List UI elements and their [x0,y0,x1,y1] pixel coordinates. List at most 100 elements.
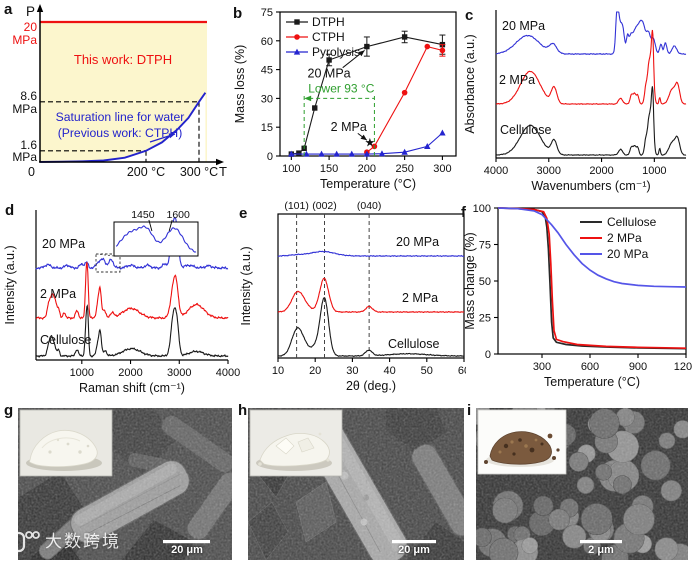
svg-text:(002): (002) [312,200,337,212]
svg-text:(101): (101) [284,200,309,212]
svg-text:8.6: 8.6 [20,89,37,103]
panel-b-mass-loss-chart: 100 150 200 250 300 0 15 30 45 60 75 Temperature (°… [233,7,457,191]
svg-text:200: 200 [358,163,376,175]
svg-text:MPa: MPa [12,102,37,116]
panel-c-ftir-chart: 4000 3000 2000 1000 Wavenumbers (cm⁻¹) Absorb… [463,10,687,193]
svg-text:1450: 1450 [131,209,155,221]
svg-text:75: 75 [479,240,491,252]
panel-label-c: c [465,7,474,24]
svg-text:25: 25 [479,313,491,325]
svg-text:300: 300 [433,163,451,175]
svg-text:1600: 1600 [167,209,191,221]
watermark-logo-icon [2,531,40,553]
svg-text:Temperature (°C): Temperature (°C) [320,177,416,191]
sem-image-h [248,408,464,560]
svg-text:75: 75 [261,7,273,19]
scale-bar-g [163,540,210,544]
svg-text:600: 600 [581,361,599,373]
svg-text:3000: 3000 [167,367,191,379]
panel-label-i: i [467,402,472,419]
svg-text:Intensity (a.u.): Intensity (a.u.) [3,245,17,324]
inset-photo-h [249,409,343,477]
svg-text:60: 60 [261,36,273,48]
svg-text:10: 10 [272,365,284,377]
scale-bar-i [580,540,622,544]
svg-text:20 MPa: 20 MPa [42,237,85,251]
panel-label-b: b [233,5,243,22]
svg-text:3000: 3000 [537,165,561,177]
svg-text:4000: 4000 [216,367,240,379]
svg-text:Pyrolysis: Pyrolysis [312,45,360,59]
svg-text:45: 45 [261,65,273,77]
svg-text:Raman shift (cm⁻¹): Raman shift (cm⁻¹) [79,381,185,395]
sem-image-i [476,408,688,560]
svg-text:0: 0 [267,151,273,163]
svg-text:1000: 1000 [70,367,94,379]
panel-label-f: f [461,204,466,221]
panel-label-h: h [238,402,248,419]
svg-text:20 MPa: 20 MPa [308,66,351,80]
svg-text:30: 30 [346,365,358,377]
svg-text:20 MPa: 20 MPa [607,247,649,261]
svg-text:250: 250 [395,163,413,175]
svg-text:200 °C: 200 °C [127,165,165,179]
svg-text:P: P [26,4,35,19]
svg-text:Mass change (%): Mass change (%) [463,232,477,329]
panel-d-raman-chart: 1000 2000 3000 4000 Raman shift (cm⁻¹) Intens… [3,209,240,395]
svg-text:DTPH: DTPH [312,15,345,29]
svg-text:2θ (deg.): 2θ (deg.) [346,379,396,393]
svg-text:(Previous work: CTPH): (Previous work: CTPH) [58,126,183,140]
panel-label-d: d [5,202,15,219]
svg-text:2 MPa: 2 MPa [402,291,438,305]
svg-text:20: 20 [24,20,38,34]
svg-text:0: 0 [485,349,491,361]
svg-text:This work: DTPH: This work: DTPH [74,52,172,67]
panel-label-a: a [4,1,13,18]
scale-bar-label-i: 2 μm [588,544,614,556]
scale-bar-label-h: 20 μm [398,544,430,556]
watermark: 大数跨境 [2,524,121,554]
svg-text:Cellulose: Cellulose [40,333,91,347]
svg-text:T: T [219,164,227,179]
svg-text:Temperature (°C): Temperature (°C) [544,375,640,389]
svg-text:1.6: 1.6 [20,138,37,152]
svg-text:40: 40 [383,365,395,377]
panel-e-xrd-chart: 10 20 30 40 50 60 2θ (deg.) Intensity (a.u.) (10… [239,200,466,393]
svg-text:2000: 2000 [118,367,142,379]
svg-text:Lower 93 °C: Lower 93 °C [308,81,374,95]
svg-text:300: 300 [533,361,551,373]
svg-text:Wavenumbers (cm⁻¹): Wavenumbers (cm⁻¹) [531,179,650,193]
svg-text:2000: 2000 [589,165,613,177]
svg-text:Cellulose: Cellulose [500,123,551,137]
svg-text:20 MPa: 20 MPa [502,19,545,33]
svg-text:(040): (040) [357,200,382,212]
svg-text:100: 100 [473,203,491,215]
panel-label-g: g [4,402,14,419]
svg-text:CTPH: CTPH [312,30,345,44]
svg-text:Mass loss (%): Mass loss (%) [233,45,247,123]
svg-text:100: 100 [282,163,300,175]
svg-text:2 MPa: 2 MPa [331,120,367,134]
panel-label-e: e [239,205,248,222]
svg-text:900: 900 [629,361,647,373]
svg-text:30: 30 [261,93,273,105]
svg-text:0: 0 [28,165,35,179]
svg-text:2 MPa: 2 MPa [607,231,642,245]
svg-text:Intensity (a.u.): Intensity (a.u.) [239,246,253,325]
svg-text:60: 60 [458,365,466,377]
scale-bar-label-g: 20 μm [171,544,203,556]
svg-text:20 MPa: 20 MPa [396,235,439,249]
svg-text:150: 150 [320,163,338,175]
svg-text:MPa: MPa [12,150,37,164]
watermark-text: 大数跨境 [45,531,121,551]
scale-bar-h [392,540,436,544]
svg-text:Cellulose: Cellulose [388,337,439,351]
svg-text:300 °C: 300 °C [180,165,218,179]
svg-text:2 MPa: 2 MPa [40,287,76,301]
svg-text:Absorbance (a.u.): Absorbance (a.u.) [463,34,477,133]
svg-text:50: 50 [479,276,491,288]
